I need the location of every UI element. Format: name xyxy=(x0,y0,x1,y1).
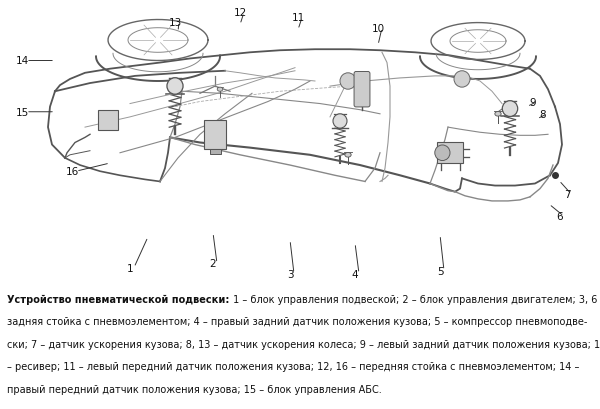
Text: – ресивер; 11 – левый передний датчик положения кузова; 12, 16 – передняя стойка: – ресивер; 11 – левый передний датчик по… xyxy=(7,361,580,371)
Text: 8: 8 xyxy=(539,110,547,119)
Text: 4: 4 xyxy=(352,269,358,279)
Text: 6: 6 xyxy=(557,212,563,222)
Text: 15: 15 xyxy=(16,108,29,117)
Ellipse shape xyxy=(502,101,518,117)
Text: 5: 5 xyxy=(437,266,443,276)
Text: Устройство пневматической подвески:: Устройство пневматической подвески: xyxy=(7,294,230,304)
Ellipse shape xyxy=(345,153,351,158)
Text: 1 – блок управления подвеской; 2 – блок управления двигателем; 3, 6 –: 1 – блок управления подвеской; 2 – блок … xyxy=(230,294,600,304)
FancyBboxPatch shape xyxy=(354,72,370,108)
Text: 1: 1 xyxy=(127,263,133,273)
Bar xyxy=(209,149,221,154)
Circle shape xyxy=(454,72,470,88)
Bar xyxy=(98,110,118,131)
Circle shape xyxy=(435,146,450,161)
Text: 11: 11 xyxy=(292,13,305,23)
Ellipse shape xyxy=(217,88,223,92)
Text: 9: 9 xyxy=(530,97,536,107)
Text: задняя стойка с пневмоэлементом; 4 – правый задний датчик положения кузова; 5 – : задняя стойка с пневмоэлементом; 4 – пра… xyxy=(7,317,587,327)
Text: 12: 12 xyxy=(233,8,247,18)
Text: 10: 10 xyxy=(371,24,385,34)
Text: 2: 2 xyxy=(209,259,217,269)
Text: 14: 14 xyxy=(16,56,29,66)
Text: правый передний датчик положения кузова; 15 – блок управления АБС.: правый передний датчик положения кузова;… xyxy=(7,384,382,393)
Bar xyxy=(437,143,463,164)
Circle shape xyxy=(340,74,356,90)
Bar xyxy=(204,121,226,149)
Ellipse shape xyxy=(495,112,501,117)
Text: 3: 3 xyxy=(287,269,293,279)
Ellipse shape xyxy=(333,115,347,129)
Text: 7: 7 xyxy=(563,189,571,199)
Text: ски; 7 – датчик ускорения кузова; 8, 13 – датчик ускорения колеса; 9 – левый зад: ски; 7 – датчик ускорения кузова; 8, 13 … xyxy=(7,339,600,349)
Text: 16: 16 xyxy=(65,167,79,177)
Ellipse shape xyxy=(167,79,183,95)
Text: 13: 13 xyxy=(169,18,182,27)
